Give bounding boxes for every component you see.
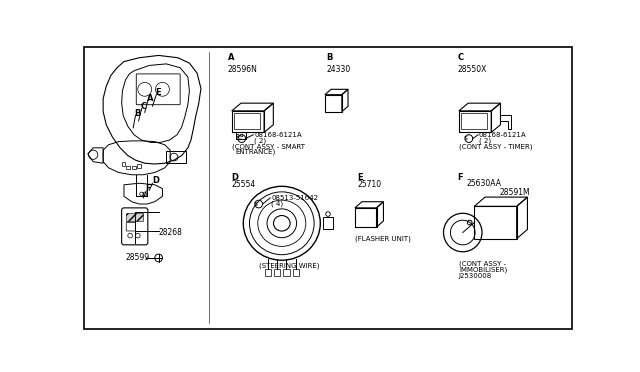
Text: 25710: 25710 <box>357 180 381 189</box>
Text: B: B <box>135 109 141 118</box>
Text: C: C <box>141 102 147 111</box>
Bar <box>461 113 488 129</box>
Text: 28550X: 28550X <box>458 65 487 74</box>
Text: E: E <box>357 173 363 182</box>
Text: ( 4): ( 4) <box>271 200 283 206</box>
Text: F: F <box>458 173 463 182</box>
Bar <box>137 164 141 168</box>
Text: C: C <box>458 53 463 62</box>
Text: (CONT ASSY - TIMER): (CONT ASSY - TIMER) <box>459 143 532 150</box>
Bar <box>234 113 260 129</box>
Text: 28596N: 28596N <box>228 65 258 74</box>
Bar <box>122 163 125 166</box>
Text: 08168-6121A: 08168-6121A <box>479 132 527 138</box>
Text: S: S <box>464 136 468 141</box>
Text: ( 2): ( 2) <box>254 138 266 144</box>
Text: ( 2): ( 2) <box>479 138 491 144</box>
Text: F: F <box>145 184 151 193</box>
Text: IMMOBILISER): IMMOBILISER) <box>459 266 507 273</box>
Text: D: D <box>152 176 159 185</box>
Text: S: S <box>253 202 257 206</box>
Text: B: B <box>326 53 333 62</box>
Text: A: A <box>228 53 234 62</box>
Bar <box>265 269 271 276</box>
Text: ENTRANCE): ENTRANCE) <box>236 148 276 155</box>
Bar <box>166 151 186 163</box>
Text: 25630AA: 25630AA <box>467 179 502 188</box>
Bar <box>474 206 516 239</box>
Text: A: A <box>147 94 154 103</box>
Bar <box>292 269 299 276</box>
Bar <box>126 213 143 221</box>
Text: (CONT ASSY -: (CONT ASSY - <box>459 260 506 267</box>
Text: 28591M: 28591M <box>500 188 531 197</box>
Text: J2530008: J2530008 <box>459 273 492 279</box>
Bar <box>325 95 342 112</box>
Text: (CONT ASSY - SMART: (CONT ASSY - SMART <box>232 143 305 150</box>
Text: (STEERING WIRE): (STEERING WIRE) <box>259 262 319 269</box>
Text: 24330: 24330 <box>326 65 351 74</box>
Text: D: D <box>232 173 239 182</box>
Bar <box>232 111 264 132</box>
Text: 08168-6121A: 08168-6121A <box>254 132 301 138</box>
Bar <box>274 269 280 276</box>
Text: 28599: 28599 <box>125 253 150 262</box>
Text: E: E <box>156 88 161 97</box>
Text: S: S <box>237 136 241 141</box>
Bar <box>132 166 136 169</box>
Text: 08513-51642: 08513-51642 <box>271 195 318 201</box>
Text: 28268: 28268 <box>159 228 182 237</box>
Bar <box>126 166 130 169</box>
Text: 25554: 25554 <box>232 180 256 189</box>
Bar <box>459 111 492 132</box>
Bar <box>323 217 333 230</box>
Bar <box>355 208 376 227</box>
Bar <box>284 269 289 276</box>
Text: (FLASHER UNIT): (FLASHER UNIT) <box>355 235 411 242</box>
